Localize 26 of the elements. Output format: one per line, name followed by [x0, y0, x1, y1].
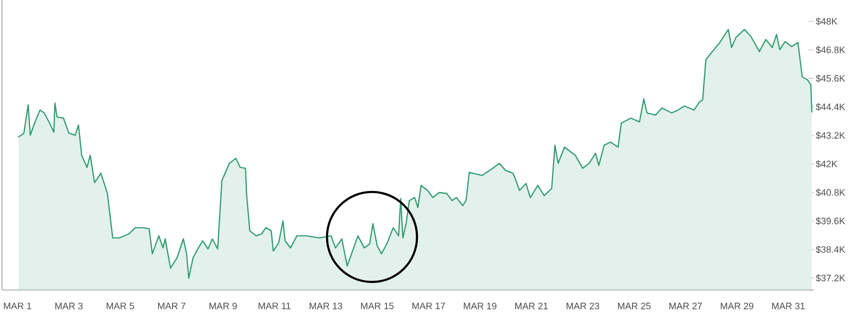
y-tick-label: $43.2K: [816, 132, 846, 140]
x-tick-label: MAR 21: [515, 302, 548, 310]
x-tick-label: MAR 5: [106, 302, 134, 310]
x-tick-label: MAR 13: [310, 302, 342, 310]
y-tick-label: $44.4K: [816, 103, 846, 111]
x-tick-label: MAR 1: [4, 302, 32, 310]
y-tick-label: $39.6K: [816, 217, 846, 225]
y-tick-label: $46.8K: [816, 46, 846, 54]
y-tick-label: $40.8K: [816, 188, 846, 196]
x-tick-label: MAR 27: [669, 302, 702, 310]
y-tick-label: $38.4K: [816, 246, 846, 254]
x-tick-label: MAR 23: [566, 302, 600, 310]
x-tick-label: MAR 11: [258, 302, 290, 310]
x-tick-label: MAR 29: [720, 302, 754, 310]
x-tick-label: MAR 17: [412, 302, 445, 310]
y-tick-label: $37.2K: [816, 274, 846, 282]
x-tick-label: MAR 15: [361, 302, 394, 310]
y-tick-label: $42K: [816, 160, 838, 168]
x-tick-label: MAR 19: [464, 302, 496, 310]
y-tick-label: $45.6K: [816, 74, 846, 82]
x-tick-label: MAR 25: [618, 302, 651, 310]
x-tick-label: MAR 31: [772, 302, 805, 310]
x-tick-label: MAR 3: [55, 302, 83, 310]
x-tick-label: MAR 7: [158, 302, 186, 310]
x-tick-label: MAR 9: [210, 302, 237, 310]
y-tick-label: $48K: [816, 18, 838, 26]
